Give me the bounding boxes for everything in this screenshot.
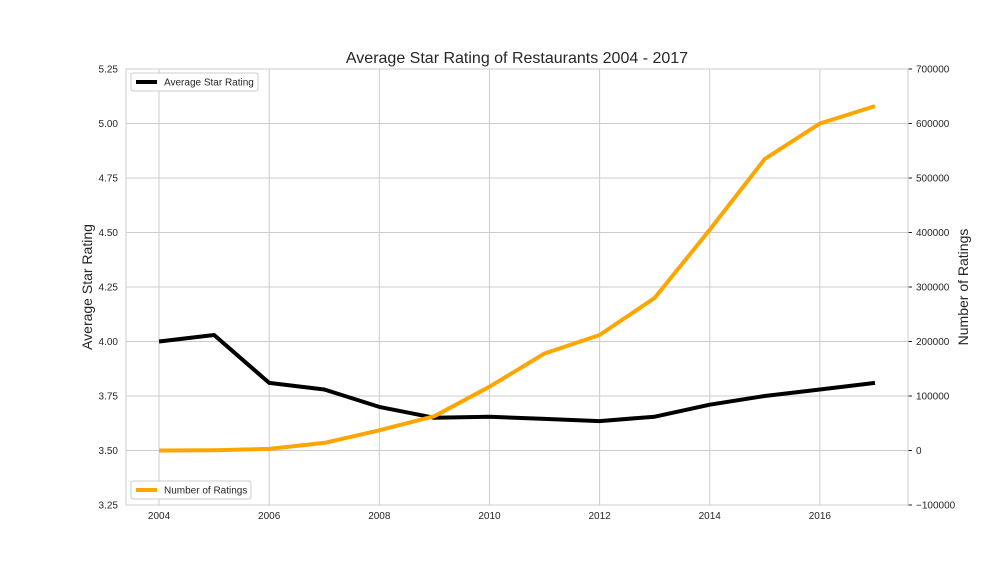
plot-frame <box>125 68 909 506</box>
left-y-tick-label: 5.25 <box>99 65 119 76</box>
left-y-tick-label: 4.25 <box>99 283 119 294</box>
legend-box-number-of-ratings <box>130 480 252 500</box>
left-y-axis-label: Average Star Rating <box>79 224 95 350</box>
right-y-tick-label: 300000 <box>916 283 950 294</box>
right-y-tick-label: 500000 <box>916 174 950 185</box>
x-tick-label: 2010 <box>478 511 501 522</box>
left-y-tick-label: 4.50 <box>99 228 119 239</box>
left-y-tick-label: 3.25 <box>99 501 119 512</box>
right-y-tick-label: −100000 <box>916 501 956 512</box>
series-line-average-star-rating <box>158 333 876 424</box>
right-y-tick-label: 600000 <box>916 119 950 130</box>
legend-label-number-of-ratings: Number of Ratings <box>164 486 247 497</box>
right-y-tick-label: 100000 <box>916 392 950 403</box>
x-tick-label: 2006 <box>258 511 281 522</box>
legend-box-average-star-rating <box>130 72 259 92</box>
left-y-tick-label: 5.00 <box>99 119 119 130</box>
right-y-tick-label: 0 <box>916 446 922 457</box>
right-y-tick-label: 700000 <box>916 65 950 76</box>
x-tick-label: 2016 <box>809 511 832 522</box>
x-tick-label: 2008 <box>368 511 391 522</box>
legend-label-average-star-rating: Average Star Rating <box>164 78 254 89</box>
x-tick-label: 2012 <box>588 511 611 522</box>
right-y-tick-label: 200000 <box>916 337 950 348</box>
left-y-tick-label: 3.50 <box>99 446 119 457</box>
chart-title: Average Star Rating of Restaurants 2004 … <box>346 50 688 67</box>
left-y-tick-label: 3.75 <box>99 392 119 403</box>
right-y-axis-label: Number of Ratings <box>955 229 971 346</box>
x-tick-label: 2014 <box>699 511 722 522</box>
left-y-tick-label: 4.00 <box>99 337 119 348</box>
series-line-number-of-ratings <box>158 104 876 453</box>
right-y-tick-label: 400000 <box>916 228 950 239</box>
x-tick-label: 2004 <box>148 511 171 522</box>
left-y-tick-label: 4.75 <box>99 174 119 185</box>
